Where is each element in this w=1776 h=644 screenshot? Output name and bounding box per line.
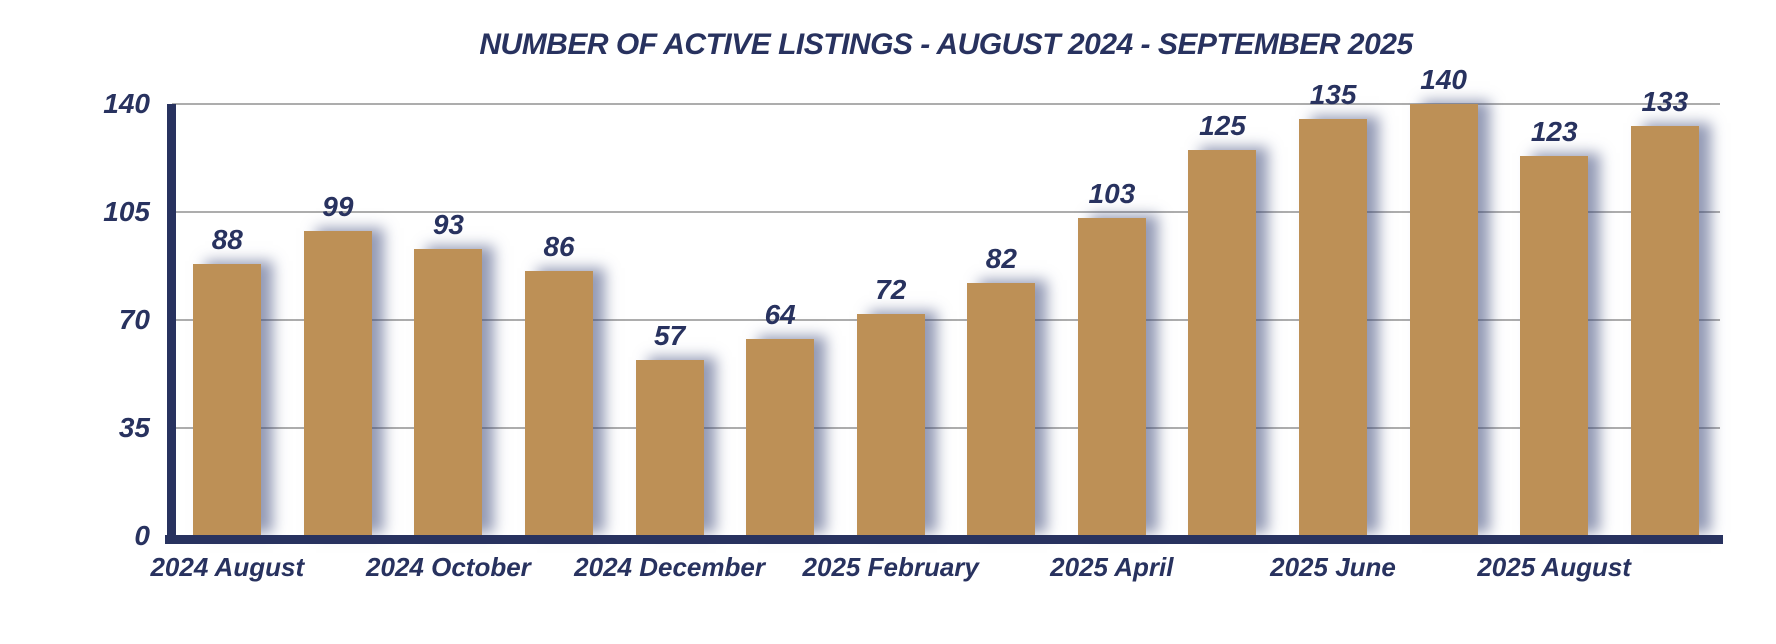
- bar-value-label: 140: [1420, 64, 1467, 95]
- bar-value-label: 88: [211, 224, 243, 256]
- x-tick-label: 2024 October: [366, 552, 531, 582]
- y-tick-label: 35: [118, 412, 150, 443]
- bar-value-label: 99: [322, 190, 354, 222]
- bar-value-label: 125: [1199, 110, 1246, 142]
- bar-slot: 72: [835, 104, 946, 536]
- bar: [967, 282, 1036, 536]
- bar-value-label: 123: [1530, 116, 1578, 148]
- plot-area: 88 99 93 86 57 64 72 82 103 125 135 140 123 133: [165, 66, 1723, 544]
- bar-slot: 64: [725, 104, 836, 536]
- y-axis-tick-labels: 0 35 70 105 140: [40, 90, 150, 550]
- bar: [1520, 156, 1589, 536]
- x-tick-label: 2024 August: [150, 552, 305, 582]
- x-axis-tick-labels: 2024 August 2024 October 2024 December 2025…: [150, 552, 1720, 590]
- x-tick-label: 2025 April: [1050, 552, 1174, 582]
- bar-slot: 86: [504, 104, 615, 536]
- y-tick-label: 0: [134, 520, 150, 551]
- bar-slot: 57: [614, 104, 725, 536]
- x-axis-line: [165, 535, 1723, 544]
- bar: [1077, 218, 1146, 536]
- bar-value-label: 64: [764, 298, 796, 330]
- bar: [746, 338, 815, 536]
- x-tick-label: 2025 August: [1477, 552, 1631, 582]
- bar: [1299, 119, 1368, 536]
- bar-value-label: 72: [875, 273, 907, 305]
- bar: [1188, 150, 1257, 536]
- bar-slot: 140: [1388, 66, 1499, 536]
- gridline-35: [172, 427, 1720, 429]
- bar-slot: 135: [1278, 81, 1389, 536]
- bar: [635, 360, 704, 536]
- bar-value-label: 103: [1088, 178, 1136, 210]
- chart-title: NUMBER OF ACTIVE LISTINGS - AUGUST 2024 …: [479, 28, 1413, 61]
- bar-value-label: 133: [1641, 85, 1689, 117]
- bar-slot: 123: [1499, 104, 1610, 536]
- bar-value-label: 57: [654, 320, 686, 352]
- x-tick-label: 2025 June: [1270, 552, 1396, 582]
- bar-value-label: 135: [1309, 79, 1357, 111]
- bar: [414, 249, 483, 536]
- x-tick-label: 2024 December: [574, 552, 765, 582]
- bar-slot: 99: [283, 104, 394, 536]
- bar-slot: 125: [1167, 104, 1278, 536]
- bar-slot: 82: [946, 104, 1057, 536]
- bar-value-label: 86: [543, 230, 575, 262]
- bar-slot: 93: [393, 104, 504, 536]
- bar-value-label: 82: [985, 242, 1017, 274]
- bar: [193, 264, 262, 536]
- bar-value-label: 93: [432, 209, 465, 241]
- bar-slot: 88: [172, 104, 283, 536]
- bar-slot: 133: [1610, 87, 1721, 536]
- gridline-105: [172, 211, 1720, 213]
- y-tick-label: 105: [103, 196, 150, 227]
- gridline-140: [172, 103, 1720, 105]
- bar: [856, 313, 925, 536]
- bar-slot: 103: [1057, 104, 1168, 536]
- y-axis-line: [167, 104, 176, 542]
- bar: [303, 230, 372, 536]
- y-tick-label: 140: [103, 88, 150, 119]
- gridline-70: [172, 319, 1720, 321]
- bar: [1409, 104, 1478, 536]
- x-tick-label: 2025 February: [802, 552, 979, 582]
- bar: [525, 270, 594, 536]
- bar-series: 88 99 93 86 57 64 72 82 103 125 135 140 123 133: [172, 66, 1721, 536]
- y-tick-label: 70: [118, 304, 150, 335]
- bar: [1630, 125, 1699, 536]
